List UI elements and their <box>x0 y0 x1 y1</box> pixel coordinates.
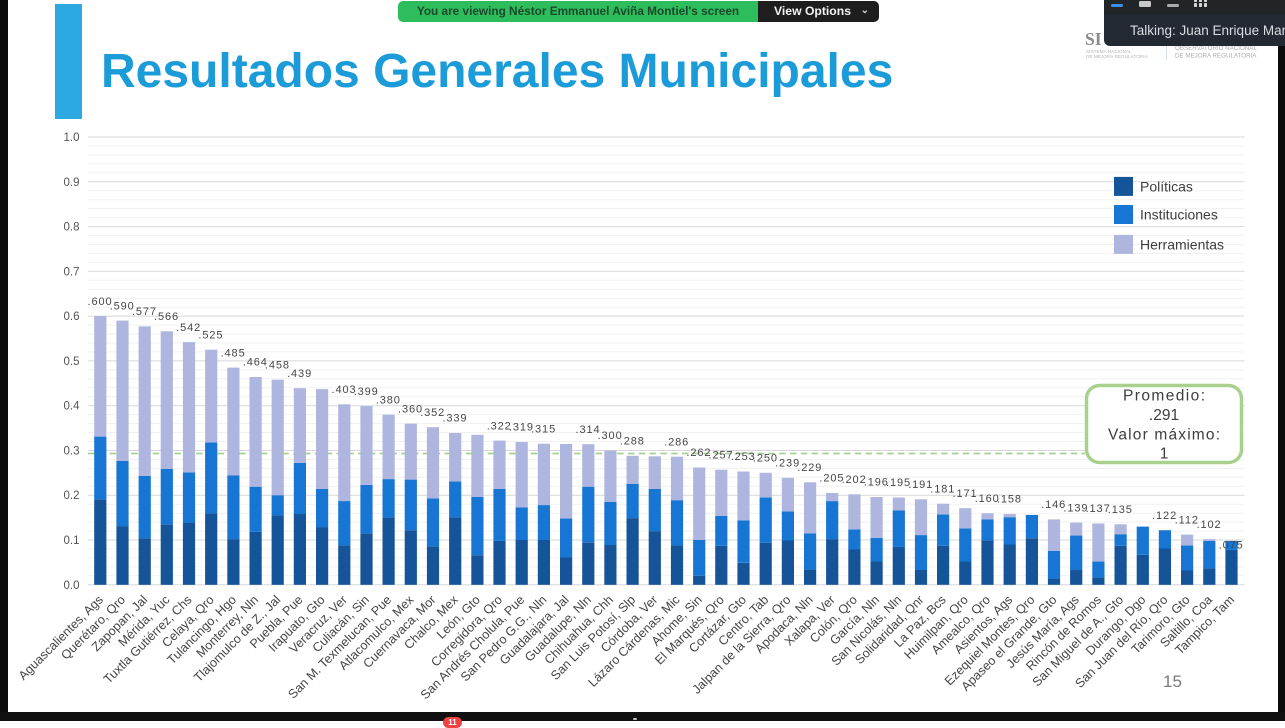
svg-text:.239: .239 <box>775 458 800 470</box>
svg-text:0.9: 0.9 <box>64 177 80 189</box>
svg-text:.380: .380 <box>376 394 401 406</box>
svg-text:0.3: 0.3 <box>64 446 80 458</box>
svg-text:.122: .122 <box>1152 510 1177 522</box>
svg-text:.525: .525 <box>198 329 223 341</box>
svg-text:0.0: 0.0 <box>64 580 80 592</box>
svg-text:.464: .464 <box>243 357 268 369</box>
svg-text:.566: .566 <box>154 311 179 323</box>
svg-text:.195: .195 <box>886 477 911 489</box>
svg-text:Valor máximo:: Valor máximo: <box>1108 427 1220 444</box>
svg-text:.360: .360 <box>398 403 423 415</box>
svg-text:.171: .171 <box>952 488 977 500</box>
svg-text:.314: .314 <box>575 424 600 436</box>
svg-text:.319: .319 <box>509 422 534 434</box>
svg-text:.300: .300 <box>598 430 623 442</box>
svg-text:Promedio:: Promedio: <box>1123 388 1205 405</box>
svg-text:.322: .322 <box>487 420 512 432</box>
svg-text:1.0: 1.0 <box>64 132 80 144</box>
svg-text:.291: .291 <box>1149 407 1179 424</box>
svg-text:.257: .257 <box>708 449 733 461</box>
svg-text:.253: .253 <box>731 451 756 463</box>
svg-text:.146: .146 <box>1041 499 1066 511</box>
svg-text:Instituciones: Instituciones <box>1140 207 1218 223</box>
svg-text:0.7: 0.7 <box>64 266 80 278</box>
svg-text:.250: .250 <box>753 453 778 465</box>
svg-text:1: 1 <box>1160 446 1169 463</box>
svg-text:.196: .196 <box>864 477 889 489</box>
svg-text:.181: .181 <box>930 483 955 495</box>
svg-text:.403: .403 <box>331 384 356 396</box>
svg-text:.286: .286 <box>664 436 689 448</box>
svg-text:0.4: 0.4 <box>64 401 81 413</box>
svg-text:.139: .139 <box>1063 502 1088 514</box>
svg-text:15: 15 <box>1163 672 1182 691</box>
svg-text:.600: .600 <box>87 296 112 308</box>
svg-text:0.8: 0.8 <box>64 222 80 234</box>
svg-text:.315: .315 <box>531 423 556 435</box>
svg-text:0.1: 0.1 <box>64 535 80 547</box>
svg-text:.399: .399 <box>354 386 379 398</box>
svg-text:.075: .075 <box>1219 540 1244 552</box>
svg-text:.339: .339 <box>442 413 467 425</box>
svg-text:Herramientas: Herramientas <box>1140 236 1224 252</box>
svg-text:0.6: 0.6 <box>64 311 80 323</box>
svg-text:.229: .229 <box>797 462 822 474</box>
svg-text:.202: .202 <box>842 474 867 486</box>
svg-text:.112: .112 <box>1175 514 1199 526</box>
svg-text:0.5: 0.5 <box>64 356 80 368</box>
svg-text:.191: .191 <box>908 479 933 491</box>
svg-text:.288: .288 <box>620 436 645 448</box>
svg-text:.439: .439 <box>287 368 312 380</box>
svg-text:.577: .577 <box>132 306 157 318</box>
svg-text:.352: .352 <box>420 407 445 419</box>
svg-text:.158: .158 <box>997 494 1022 506</box>
svg-text:.458: .458 <box>265 359 290 371</box>
svg-text:.590: .590 <box>110 300 135 312</box>
svg-text:Políticas: Políticas <box>1140 178 1193 194</box>
svg-text:.135: .135 <box>1108 504 1133 516</box>
svg-text:.542: .542 <box>176 322 201 334</box>
svg-text:.205: .205 <box>819 473 844 485</box>
svg-text:0.2: 0.2 <box>64 490 80 502</box>
svg-text:.262: .262 <box>686 447 711 459</box>
svg-text:.137: .137 <box>1086 503 1111 515</box>
svg-text:.160: .160 <box>975 493 1000 505</box>
svg-text:.102: .102 <box>1196 519 1221 531</box>
svg-text:.485: .485 <box>221 347 246 359</box>
